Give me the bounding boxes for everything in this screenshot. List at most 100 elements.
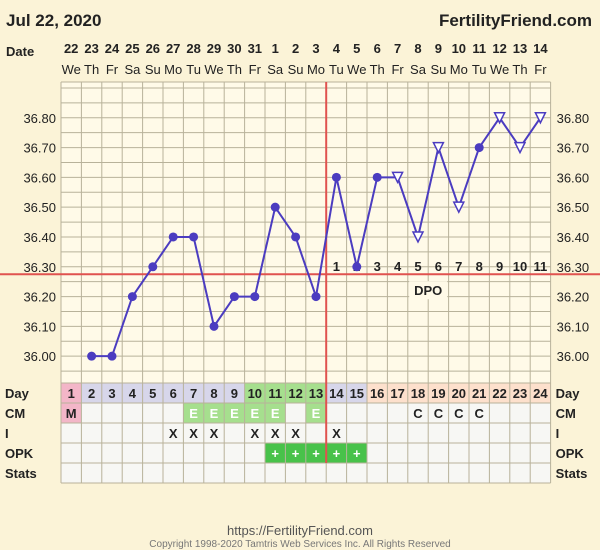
date-label: 6	[374, 41, 381, 56]
day-cell	[285, 383, 306, 403]
day-cell	[530, 383, 551, 403]
cycle-day-label: 15	[350, 386, 364, 401]
date-label: 23	[84, 41, 98, 56]
weekday-label: Fr	[391, 62, 404, 77]
day-cell	[469, 383, 490, 403]
opk-cell	[265, 443, 286, 463]
cm-cell	[61, 403, 82, 423]
day-cell	[326, 383, 347, 403]
date-label: 22	[64, 41, 78, 56]
temp-marker-open	[493, 112, 506, 125]
date-label: 7	[394, 41, 401, 56]
cycle-day-label: 1	[68, 386, 75, 401]
weekday-label: Fr	[534, 62, 547, 77]
date-label: 27	[166, 41, 180, 56]
weekday-label: Th	[84, 62, 99, 77]
temp-marker-open	[513, 141, 527, 155]
date-label: 24	[105, 41, 120, 56]
row-label-left-i: I	[5, 426, 9, 441]
cycle-day-label: 4	[129, 386, 137, 401]
dpo-label-bg	[409, 281, 448, 300]
weekday-label: Tu	[472, 62, 487, 77]
date-label: 28	[186, 41, 200, 56]
temp-marker	[209, 321, 219, 331]
weekday-label: Mo	[450, 62, 468, 77]
cm-value: E	[271, 406, 280, 421]
day-cell	[101, 383, 123, 403]
brand-logo-text[interactable]: FertilityFriend.com	[438, 11, 592, 30]
day-cell	[489, 383, 510, 403]
weekday-label: We	[204, 62, 223, 77]
day-cell	[224, 383, 245, 403]
cm-value: E	[189, 406, 198, 421]
temp-marker-open	[452, 201, 466, 214]
row-label-right-opk: OPK	[556, 446, 585, 461]
cycle-day-label: 24	[533, 386, 548, 401]
opk-cell	[346, 443, 367, 463]
cm-cell	[305, 403, 327, 423]
dpo-value: 1	[333, 259, 340, 274]
y-tick-label-right: 36.30	[557, 260, 590, 275]
date-row-label: Date	[6, 44, 34, 59]
y-tick-label-right: 36.40	[557, 230, 590, 245]
weekday-label: Su	[145, 62, 161, 77]
opk-cell	[285, 443, 306, 463]
temp-marker	[250, 292, 260, 302]
cycle-day-label: 7	[190, 386, 197, 401]
date-label: 2	[292, 41, 299, 56]
opk-value: +	[353, 446, 361, 461]
day-cell	[387, 383, 408, 403]
temp-marker	[189, 232, 199, 242]
cm-value: C	[475, 406, 485, 421]
weekday-label: Fr	[249, 62, 262, 77]
temp-marker	[270, 202, 280, 212]
cycle-day-label: 13	[309, 386, 323, 401]
cm-value: E	[312, 406, 321, 421]
weekday-label: We	[62, 62, 81, 77]
temp-marker	[127, 292, 137, 302]
day-cell	[122, 383, 143, 403]
day-cell	[81, 383, 102, 403]
temp-marker	[474, 143, 484, 153]
cycle-day-label: 11	[268, 386, 282, 401]
cycle-day-label: 5	[149, 386, 156, 401]
temp-marker	[87, 351, 97, 361]
y-tick-label-right: 36.50	[557, 200, 590, 215]
dpo-value: 7	[455, 259, 462, 274]
opk-value: +	[271, 446, 279, 461]
day-cell	[346, 383, 367, 403]
row-label-right-cm: CM	[556, 406, 576, 421]
row-label-left-opk: OPK	[5, 446, 34, 461]
intercourse-value: X	[271, 426, 280, 441]
footer-url[interactable]: https://FertilityFriend.com	[227, 523, 373, 538]
y-tick-label-right: 36.20	[557, 290, 590, 305]
cycle-day-label: 10	[248, 386, 262, 401]
weekday-label: Su	[288, 62, 304, 77]
day-cell	[61, 383, 82, 403]
y-tick-label-left: 36.10	[23, 319, 56, 334]
row-label-right-day: Day	[556, 386, 581, 401]
row-label-left-stats: Stats	[5, 466, 37, 481]
cycle-day-label: 17	[390, 386, 404, 401]
chart-date: Jul 22, 2020	[6, 11, 102, 30]
intercourse-value: X	[291, 426, 300, 441]
y-tick-label-left: 36.70	[23, 141, 56, 156]
date-label: 29	[207, 41, 221, 56]
footer-copyright: Copyright 1998-2020 Tamtris Web Services…	[149, 539, 451, 550]
cycle-day-label: 18	[411, 386, 425, 401]
date-label: 8	[414, 41, 421, 56]
day-cell	[163, 383, 184, 403]
intercourse-value: X	[210, 426, 219, 441]
y-tick-label-right: 36.70	[557, 141, 590, 156]
temp-marker-open	[432, 141, 445, 155]
date-label: 14	[533, 41, 548, 56]
weekday-label: Sa	[267, 62, 284, 77]
date-label: 13	[513, 41, 527, 56]
cm-cell	[265, 403, 286, 423]
opk-value: +	[333, 446, 341, 461]
date-label: 11	[472, 41, 486, 56]
y-tick-label-left: 36.20	[23, 290, 56, 305]
date-label: 9	[435, 41, 442, 56]
row-label-left-cm: CM	[5, 406, 25, 421]
cycle-day-label: 20	[452, 386, 466, 401]
